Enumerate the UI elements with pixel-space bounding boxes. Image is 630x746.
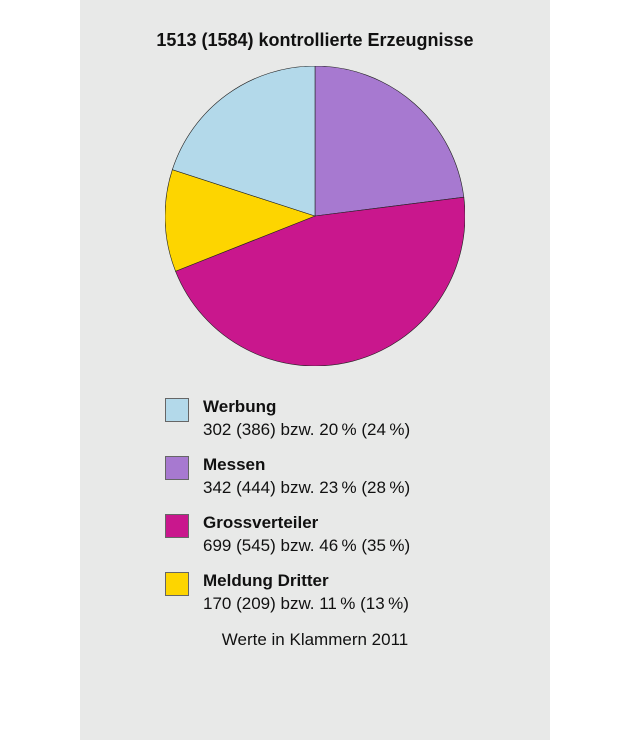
legend-value: 170 (209) bzw. 11 % (13 %) bbox=[203, 593, 409, 616]
pie-chart bbox=[165, 66, 465, 366]
chart-panel: 1513 (1584) kontrollierte Erzeugnisse We… bbox=[80, 0, 550, 740]
legend-name: Messen bbox=[203, 454, 410, 477]
legend-name: Werbung bbox=[203, 396, 410, 419]
legend-name: Meldung Dritter bbox=[203, 570, 409, 593]
legend-swatch bbox=[165, 398, 189, 422]
legend-text: Grossverteiler699 (545) bzw. 46 % (35 %) bbox=[203, 512, 410, 558]
legend-swatch bbox=[165, 456, 189, 480]
legend: Werbung302 (386) bzw. 20 % (24 %)Messen3… bbox=[165, 396, 465, 616]
legend-text: Meldung Dritter170 (209) bzw. 11 % (13 %… bbox=[203, 570, 409, 616]
legend-value: 699 (545) bzw. 46 % (35 %) bbox=[203, 535, 410, 558]
legend-text: Werbung302 (386) bzw. 20 % (24 %) bbox=[203, 396, 410, 442]
legend-value: 342 (444) bzw. 23 % (28 %) bbox=[203, 477, 410, 500]
legend-item-werbung: Werbung302 (386) bzw. 20 % (24 %) bbox=[165, 396, 465, 442]
chart-footnote: Werte in Klammern 2011 bbox=[80, 630, 550, 650]
legend-value: 302 (386) bzw. 20 % (24 %) bbox=[203, 419, 410, 442]
pie-svg bbox=[165, 66, 465, 366]
legend-swatch bbox=[165, 514, 189, 538]
legend-item-messen: Messen342 (444) bzw. 23 % (28 %) bbox=[165, 454, 465, 500]
legend-name: Grossverteiler bbox=[203, 512, 410, 535]
legend-text: Messen342 (444) bzw. 23 % (28 %) bbox=[203, 454, 410, 500]
legend-swatch bbox=[165, 572, 189, 596]
chart-title: 1513 (1584) kontrollierte Erzeugnisse bbox=[80, 30, 550, 51]
legend-item-grossverteiler: Grossverteiler699 (545) bzw. 46 % (35 %) bbox=[165, 512, 465, 558]
legend-item-meldung-dritter: Meldung Dritter170 (209) bzw. 11 % (13 %… bbox=[165, 570, 465, 616]
pie-slice-messen bbox=[315, 66, 464, 216]
